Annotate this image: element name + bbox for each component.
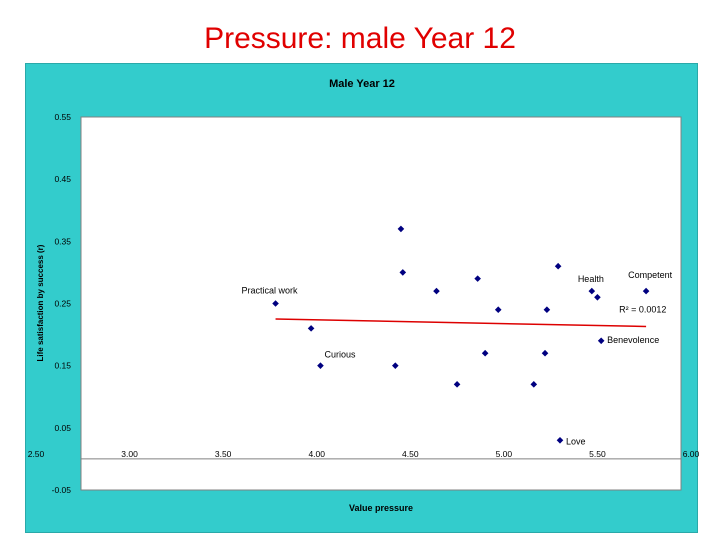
data-point (494, 306, 502, 314)
x-tick-label: 3.50 (215, 449, 232, 459)
x-tick-label: 3.00 (121, 449, 138, 459)
plot-area (80, 116, 682, 491)
y-tick-label: -0.05 (52, 485, 72, 495)
data-point (642, 287, 650, 295)
chart-area: Male Year 12 Value pressure Life satisfa… (25, 63, 699, 533)
data-point (594, 293, 601, 301)
data-point (588, 287, 596, 295)
x-axis-ticks: 2.50 3.00 3.50 4.00 4.50 5.00 5.50 6.00 (28, 449, 699, 459)
point-label: Competent (628, 270, 673, 280)
y-tick-label: 0.35 (54, 236, 71, 246)
data-point (554, 262, 562, 270)
data-point (397, 225, 405, 233)
data-point (474, 275, 481, 282)
y-axis-ticks: -0.05 0.05 0.15 0.25 0.35 0.45 0.55 (52, 112, 72, 495)
x-axis-label: Value pressure (349, 503, 413, 513)
point-label: Health (578, 274, 604, 284)
data-point (530, 381, 538, 388)
scatter-chart: Male Year 12 Value pressure Life satisfa… (28, 78, 699, 513)
point-labels: Health Competent Practical work Benevolence… (242, 270, 673, 446)
point-label: Benevolence (607, 335, 659, 345)
y-tick-label: 0.25 (54, 299, 71, 309)
y-tick-label: 0.45 (54, 174, 71, 184)
data-point (317, 362, 324, 369)
y-tick-label: 0.55 (54, 112, 71, 122)
x-tick-label: 4.50 (402, 449, 419, 459)
data-points (272, 225, 650, 444)
r-squared-label: R² = 0.0012 (619, 305, 666, 315)
data-point (556, 436, 564, 444)
data-point (543, 306, 551, 314)
data-point (597, 337, 605, 345)
x-tick-label: 5.50 (589, 449, 606, 459)
point-label: Curious (324, 350, 356, 360)
data-point (433, 287, 440, 295)
data-point (272, 300, 279, 307)
point-label: Practical work (242, 286, 299, 296)
y-tick-label: 0.15 (54, 361, 71, 371)
data-point (307, 325, 315, 332)
trendline-group: R² = 0.0012 (275, 305, 666, 328)
x-tick-label: 4.00 (308, 449, 325, 459)
data-point (453, 381, 461, 388)
x-tick-label: 6.00 (683, 449, 699, 459)
data-point (481, 349, 489, 357)
trendline (275, 318, 647, 328)
y-axis-label: Life satisfaction by success (r) (36, 244, 45, 361)
x-tick-label: 5.00 (496, 449, 513, 459)
data-point (392, 362, 399, 369)
data-point (399, 269, 407, 276)
slide-title: Pressure: male Year 12 (204, 22, 516, 55)
y-tick-label: 0.05 (54, 423, 71, 433)
data-point (541, 349, 549, 357)
point-label: Love (566, 436, 586, 446)
x-tick-label: 2.50 (28, 449, 45, 459)
chart-title: Male Year 12 (329, 78, 395, 90)
